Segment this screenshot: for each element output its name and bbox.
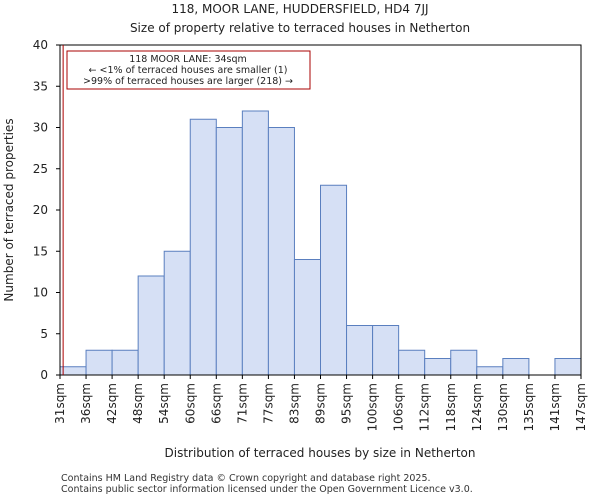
- x-tick-label: 31sqm: [53, 383, 67, 424]
- x-axis-label: Distribution of terraced houses by size …: [165, 446, 476, 460]
- x-tick-label: 118sqm: [444, 383, 458, 431]
- x-tick-label: 124sqm: [470, 383, 484, 431]
- bar-130sqm: [502, 358, 530, 376]
- x-tick-label: 135sqm: [522, 383, 536, 431]
- x-tick-label: 60sqm: [183, 383, 197, 424]
- bar-83sqm: [293, 259, 322, 376]
- bars-group: [59, 110, 582, 376]
- x-tick-labels: 31sqm 36sqm 42sqm 48sqm 54sqm 60sqm 66sqm 71sqm…: [53, 375, 588, 431]
- x-tick-label: 54sqm: [157, 383, 171, 424]
- y-tick-label: 5: [40, 327, 48, 341]
- annotation-line-1: 118 MOOR LANE: 34sqm: [129, 54, 247, 65]
- annotation-line-3: >99% of terraced houses are larger (218)…: [83, 76, 293, 87]
- footer-copyright-line: Contains HM Land Registry data © Crown c…: [61, 473, 431, 484]
- x-tick-label: 130sqm: [496, 383, 510, 431]
- bar-31sqm: [59, 366, 87, 376]
- x-tick-label: 36sqm: [79, 383, 93, 424]
- y-tick-label: 30: [33, 121, 48, 135]
- y-tick-label: 15: [33, 244, 48, 258]
- annotation-line-2: ← <1% of terraced houses are smaller (1): [89, 65, 288, 76]
- chart-subtitle: Size of property relative to terraced ho…: [130, 21, 470, 35]
- bar-100sqm: [372, 325, 400, 376]
- y-tick-label: 10: [33, 286, 48, 300]
- x-tick-label: 89sqm: [314, 383, 328, 424]
- chart-title: 118, MOOR LANE, HUDDERSFIELD, HD4 7JJ: [171, 2, 428, 16]
- plot-frame: [59, 44, 582, 376]
- y-tick-label: 20: [33, 203, 48, 217]
- x-tick-label: 77sqm: [261, 383, 275, 424]
- y-tick-labels: 0 5 10 15 20 25 30 35 40: [33, 38, 60, 382]
- bar-48sqm: [137, 275, 165, 376]
- x-tick-label: 83sqm: [287, 383, 301, 424]
- bar-106sqm: [398, 349, 426, 376]
- bar-141sqm: [554, 358, 582, 376]
- bar-77sqm: [267, 127, 295, 376]
- footer-licence-line: Contains public sector information licen…: [61, 484, 473, 495]
- x-tick-label: 66sqm: [209, 383, 223, 424]
- bar-95sqm: [346, 325, 374, 376]
- bar-42sqm: [111, 349, 139, 376]
- x-tick-label: 141sqm: [548, 383, 562, 431]
- y-tick-label: 0: [40, 368, 48, 382]
- x-tick-label: 106sqm: [392, 383, 406, 431]
- y-axis-label: Number of terraced properties: [2, 118, 16, 301]
- x-tick-label: 95sqm: [340, 383, 354, 424]
- bar-60sqm: [189, 118, 217, 376]
- annotation-box: 118 MOOR LANE: 34sqm ← <1% of terraced h…: [66, 50, 311, 90]
- x-tick-label: 112sqm: [418, 383, 432, 431]
- x-tick-label: 147sqm: [574, 383, 588, 431]
- bar-118sqm: [450, 349, 478, 376]
- x-tick-label: 42sqm: [105, 383, 119, 424]
- x-tick-label: 71sqm: [235, 383, 249, 424]
- bar-112sqm: [424, 358, 452, 376]
- bar-71sqm: [241, 110, 269, 376]
- y-tick-label: 40: [33, 38, 48, 52]
- y-tick-label: 25: [33, 162, 48, 176]
- y-tick-label: 35: [33, 79, 48, 93]
- bar-54sqm: [163, 250, 191, 376]
- bar-36sqm: [85, 349, 113, 376]
- bar-66sqm: [215, 127, 243, 376]
- x-tick-label: 100sqm: [366, 383, 380, 431]
- bar-89sqm: [320, 184, 348, 376]
- bar-124sqm: [476, 366, 504, 376]
- x-tick-label: 48sqm: [131, 383, 145, 424]
